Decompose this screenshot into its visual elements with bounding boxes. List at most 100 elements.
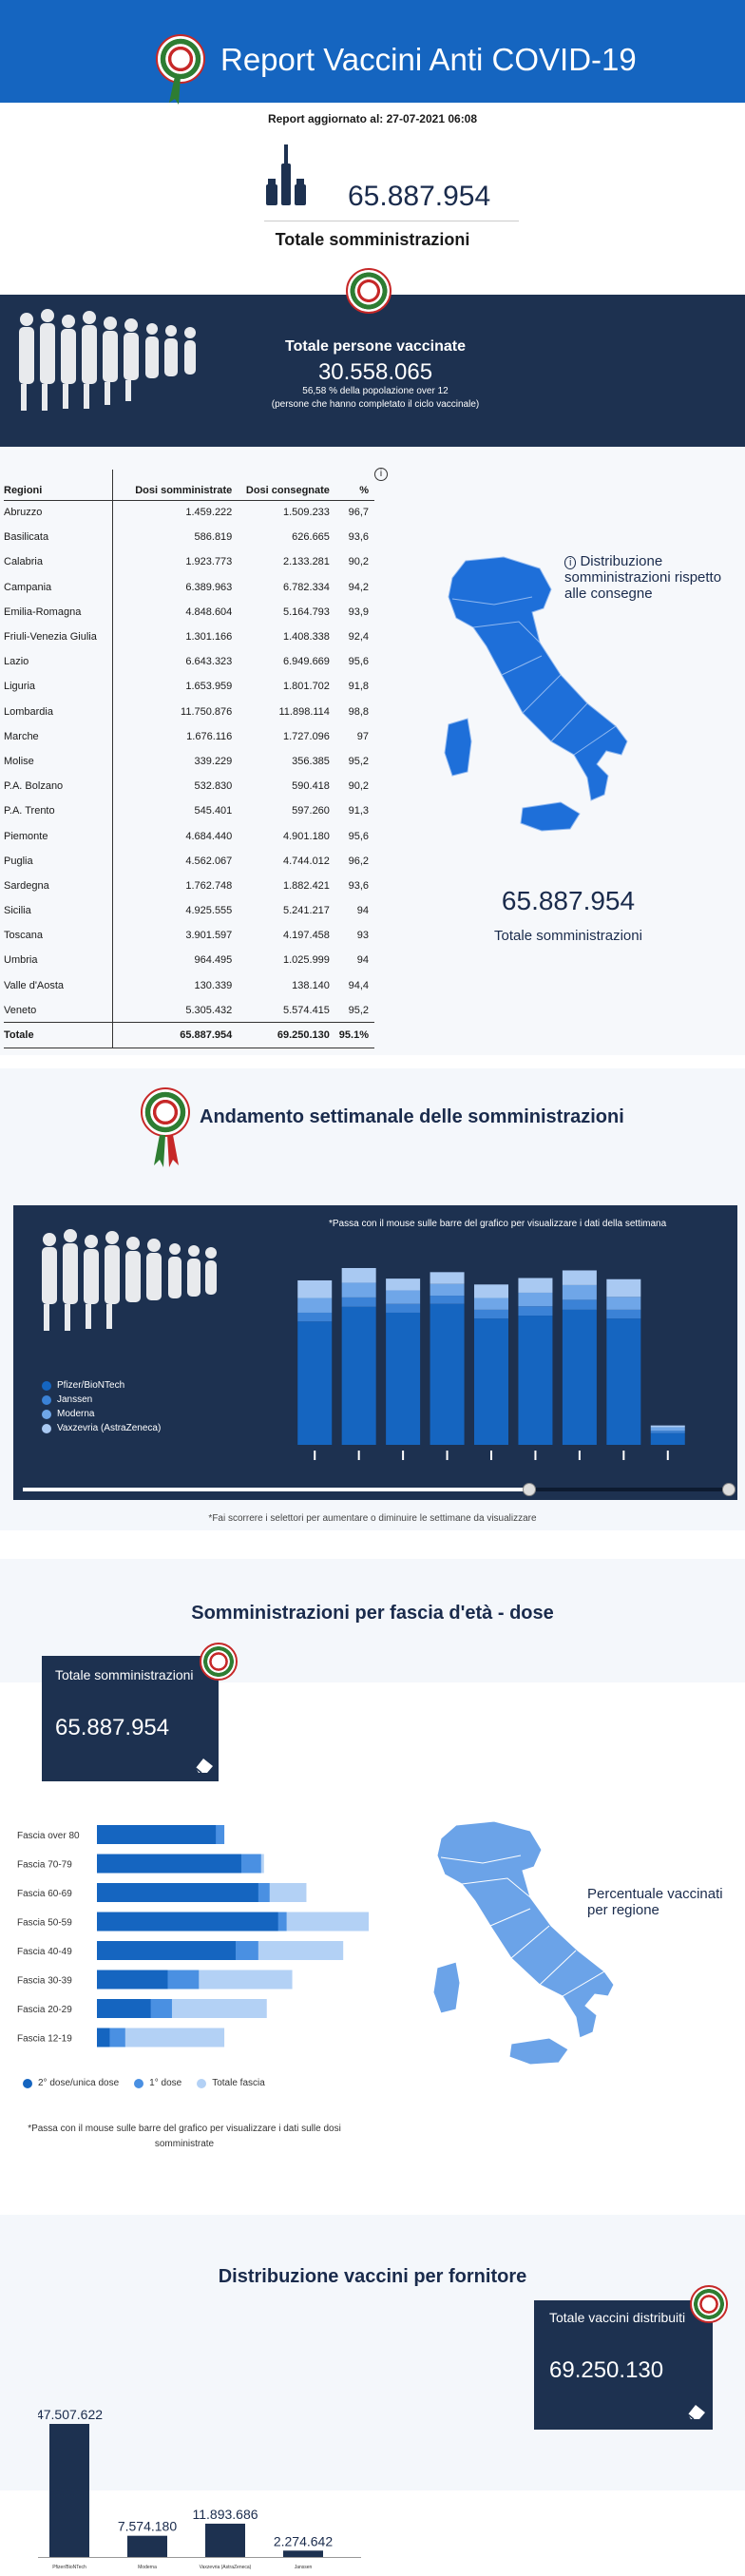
weekly-bar-segment[interactable] <box>562 1299 597 1310</box>
table-row[interactable]: P.A. Trento 545.401 597.260 91,3 <box>4 798 374 824</box>
legend-item[interactable]: Vaxzevria (AstraZeneca) <box>42 1423 161 1433</box>
weekly-bar-segment[interactable] <box>650 1427 685 1432</box>
weekly-bar-segment[interactable] <box>562 1284 597 1300</box>
supplier-bar[interactable] <box>283 2550 323 2557</box>
eraser-icon[interactable] <box>194 1757 215 1774</box>
legend-item[interactable]: Pfizer/BioNTech <box>42 1380 161 1391</box>
weekly-bar-segment[interactable] <box>386 1278 421 1291</box>
supplier-bar-chart[interactable]: 47.507.622 Pfizer/BioNTech 7.574.180 Modern… <box>38 2405 361 2576</box>
age-bar-segment[interactable] <box>97 1854 241 1874</box>
weekly-bar-segment[interactable] <box>474 1298 508 1310</box>
age-bar-segment[interactable] <box>97 2028 225 2047</box>
legend-swatch <box>23 2078 32 2088</box>
table-row[interactable]: Veneto 5.305.432 5.574.415 95,2 <box>4 997 374 1023</box>
weekly-bar-segment[interactable] <box>562 1309 597 1445</box>
weekly-bar-segment[interactable] <box>606 1297 641 1310</box>
weekly-bar-segment[interactable] <box>297 1298 333 1313</box>
table-row[interactable]: Marche 1.676.116 1.727.096 97 <box>4 723 374 749</box>
weekly-bar-segment[interactable] <box>650 1425 685 1428</box>
age-bar-chart[interactable]: Fascia over 80 Fascia 70-79 Fascia 60-69 Fa… <box>17 1817 378 2065</box>
weekly-bar-segment[interactable] <box>341 1297 376 1307</box>
weekly-bar-segment[interactable] <box>430 1272 465 1284</box>
age-bar-segment[interactable] <box>97 1912 278 1932</box>
table-row[interactable]: Liguria 1.653.959 1.801.702 91,8 <box>4 674 374 700</box>
weekly-bar-segment[interactable] <box>386 1303 421 1313</box>
table-row[interactable]: Sicilia 4.925.555 5.241.217 94 <box>4 898 374 924</box>
age-bar-segment[interactable] <box>97 1999 151 2018</box>
table-row[interactable]: Emilia-Romagna 4.848.604 5.164.793 93,9 <box>4 599 374 625</box>
weekly-bar-segment[interactable] <box>606 1278 641 1298</box>
table-row[interactable]: Umbria 964.495 1.025.999 94 <box>4 948 374 973</box>
table-row[interactable]: Puglia 4.562.067 4.744.012 96,2 <box>4 848 374 874</box>
region-name-cell: Sardegna <box>4 873 114 898</box>
weekly-bar-segment[interactable] <box>606 1309 641 1319</box>
age-bar-segment[interactable] <box>97 1941 236 1960</box>
italy-map[interactable] <box>428 551 646 865</box>
slider-handle-start[interactable] <box>523 1483 536 1496</box>
weekly-bar-segment[interactable] <box>562 1270 597 1285</box>
weekly-bar-segment[interactable] <box>650 1431 685 1433</box>
table-row[interactable]: Lazio 6.643.323 6.949.669 95,6 <box>4 649 374 675</box>
weekly-bar-segment[interactable] <box>474 1284 508 1298</box>
column-header-consegnate[interactable]: Dosi consegnate <box>238 470 335 501</box>
weekly-bar-segment[interactable] <box>341 1282 376 1298</box>
table-row[interactable]: P.A. Bolzano 532.830 590.418 90,2 <box>4 774 374 799</box>
weekly-bar-segment[interactable] <box>430 1303 465 1445</box>
weekly-bar-segment[interactable] <box>518 1306 553 1317</box>
weekly-bar-segment[interactable] <box>297 1279 333 1298</box>
info-icon[interactable]: i <box>374 468 388 481</box>
legend-item[interactable]: 1° dose <box>134 2078 181 2088</box>
legend-item[interactable]: Moderna <box>42 1409 161 1419</box>
weekly-bar-chart[interactable] <box>285 1255 703 1473</box>
supplier-bar[interactable] <box>127 2535 167 2557</box>
age-bar-segment[interactable] <box>97 1825 217 1844</box>
weekly-bar-segment[interactable] <box>297 1321 333 1445</box>
eraser-icon[interactable] <box>686 2403 707 2420</box>
weekly-bar-segment[interactable] <box>430 1296 465 1304</box>
total-cell: 65.887.954 <box>112 1022 239 1048</box>
region-name-cell: Basilicata <box>4 525 114 550</box>
table-row[interactable]: Piemonte 4.684.440 4.901.180 95,6 <box>4 823 374 849</box>
column-header-regioni[interactable]: Regioni <box>4 470 114 501</box>
table-row[interactable]: Basilicata 586.819 626.665 93,6 <box>4 525 374 550</box>
weekly-bar-segment[interactable] <box>341 1268 376 1283</box>
column-header-somministrate[interactable]: Dosi somministrate <box>112 470 239 501</box>
weekly-bar-segment[interactable] <box>474 1318 508 1445</box>
supplier-category-label: Vaxzevria (AstraZeneca) <box>200 2565 252 2570</box>
slider-handle-end[interactable] <box>722 1483 735 1496</box>
age-bar-segment[interactable] <box>97 1970 168 1990</box>
weekly-bar-segment[interactable] <box>518 1292 553 1307</box>
percent-cell: 93,6 <box>348 531 369 544</box>
table-row[interactable]: Friuli-Venezia Giulia 1.301.166 1.408.338 9… <box>4 624 374 650</box>
weekly-bar-segment[interactable] <box>474 1309 508 1319</box>
weekly-bar-segment[interactable] <box>518 1278 553 1293</box>
table-row[interactable]: Sardegna 1.762.748 1.882.421 93,6 <box>4 873 374 898</box>
week-range-slider[interactable] <box>23 1488 730 1491</box>
supplier-bar[interactable] <box>205 2523 245 2557</box>
table-row[interactable]: Campania 6.389.963 6.782.334 94,2 <box>4 574 374 600</box>
supplier-bar[interactable] <box>49 2424 89 2557</box>
weekly-bar-segment[interactable] <box>386 1290 421 1304</box>
legend-item[interactable]: Janssen <box>42 1394 161 1405</box>
table-row[interactable]: Calabria 1.923.773 2.133.281 90,2 <box>4 549 374 575</box>
age-bar-segment[interactable] <box>97 1883 258 1902</box>
legend-item[interactable]: 2° dose/unica dose <box>23 2078 119 2088</box>
column-header-percent[interactable]: % <box>334 470 374 501</box>
weekly-bar-segment[interactable] <box>297 1312 333 1322</box>
legend-item[interactable]: Totale fascia <box>197 2078 265 2088</box>
weekly-bar-segment[interactable] <box>606 1318 641 1445</box>
weekly-bar-segment[interactable] <box>518 1316 553 1445</box>
table-row[interactable]: Lombardia 11.750.876 11.898.114 98,8 <box>4 699 374 724</box>
table-row[interactable]: Toscana 3.901.597 4.197.458 93 <box>4 923 374 949</box>
table-row[interactable]: Molise 339.229 356.385 95,2 <box>4 748 374 775</box>
info-icon[interactable]: i <box>564 556 577 569</box>
weekly-bar-segment[interactable] <box>650 1432 685 1445</box>
weekly-bar-segment[interactable] <box>430 1283 465 1297</box>
doses-administered-cell: 4.684.440 <box>185 830 233 842</box>
weekly-bar-segment[interactable] <box>341 1306 376 1445</box>
weekly-bar-segment[interactable] <box>386 1312 421 1445</box>
table-row[interactable]: Valle d'Aosta 130.339 138.140 94,4 <box>4 972 374 998</box>
italy-vaccinated-map[interactable] <box>418 1816 646 2082</box>
age-bar-segment[interactable] <box>97 2028 110 2047</box>
table-row[interactable]: Abruzzo 1.459.222 1.509.233 96,7 <box>4 500 374 526</box>
